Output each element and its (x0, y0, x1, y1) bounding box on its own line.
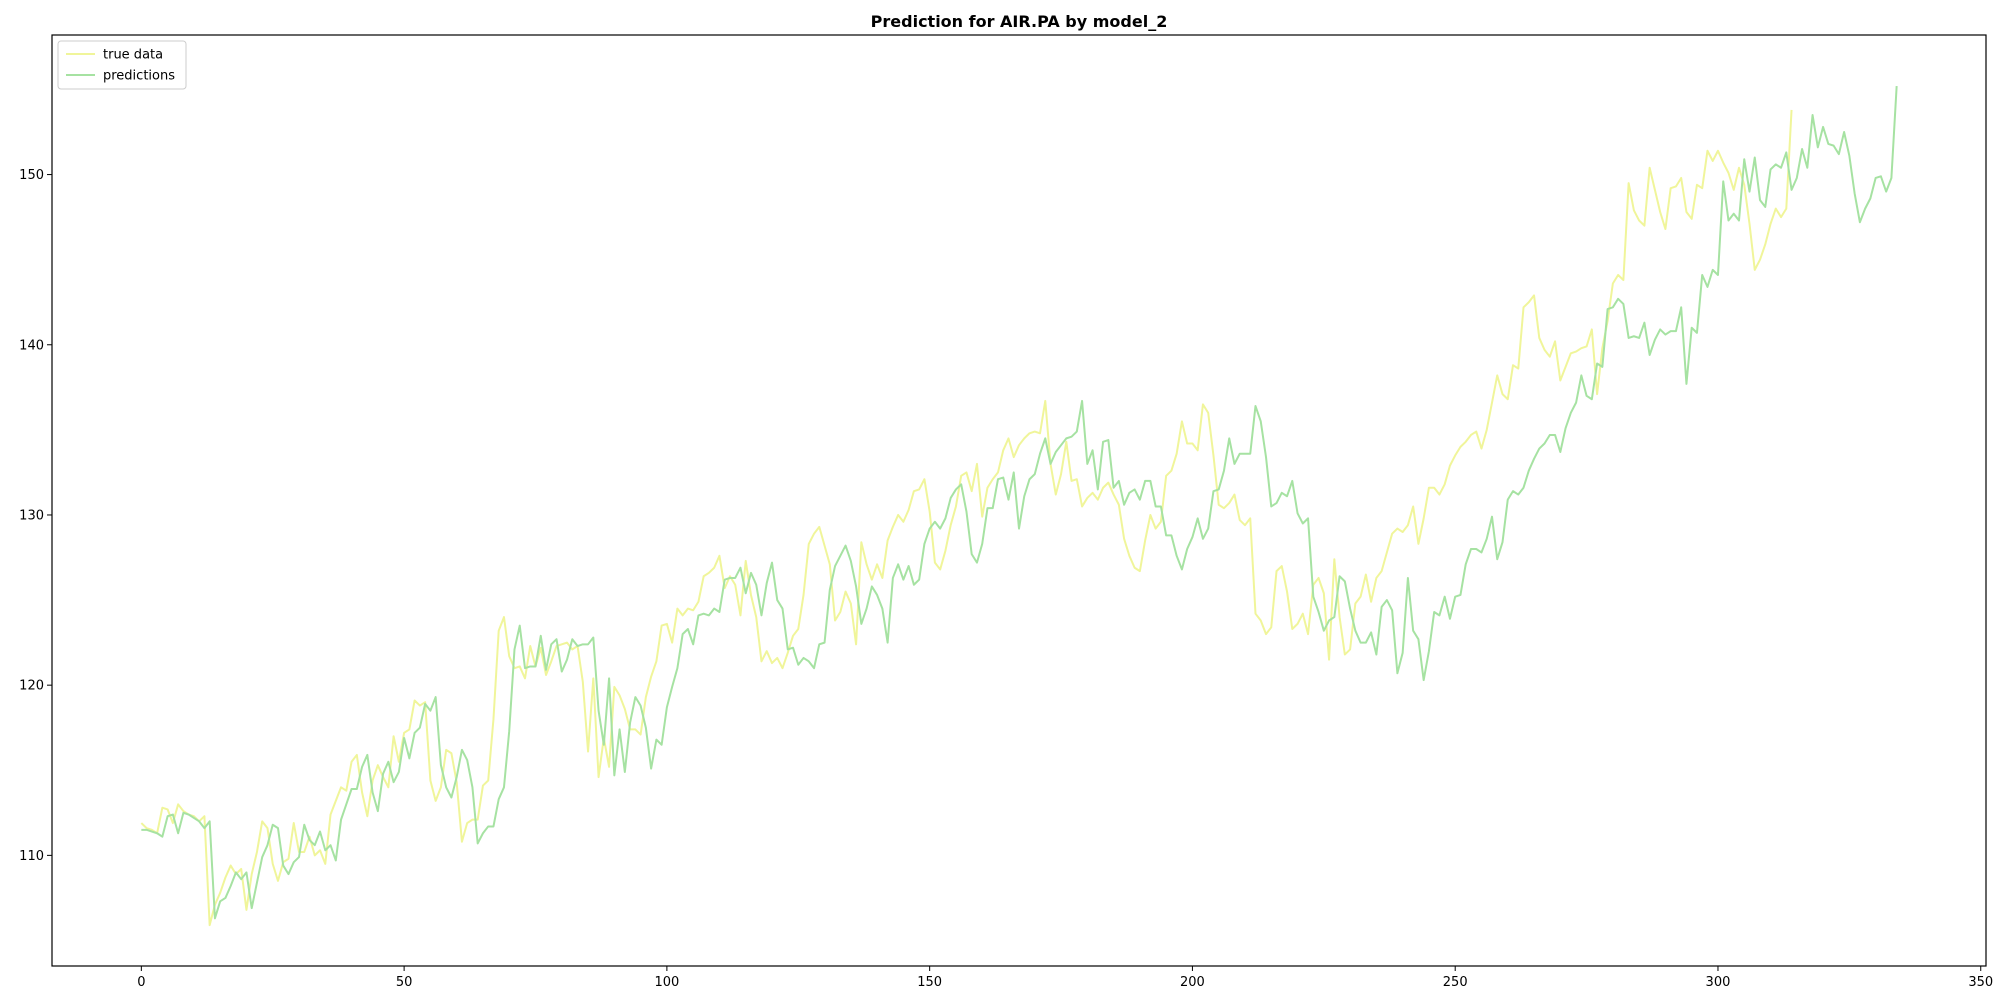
series-layer (140, 86, 1898, 927)
x-tick-label: 250 (1443, 975, 1468, 990)
x-tick-label: 100 (654, 975, 679, 990)
y-tick-label: 140 (19, 338, 44, 353)
y-tick-label: 120 (19, 679, 44, 694)
x-tick-label: 150 (917, 975, 942, 990)
legend: true data predictions (57, 40, 187, 90)
y-tick-label: 150 (19, 168, 44, 183)
series-line-predictions (141, 86, 1898, 920)
x-tick-label: 350 (1968, 975, 1993, 990)
y-tick-label: 110 (19, 849, 44, 864)
plot-background (52, 35, 1986, 966)
x-tick-label: 0 (137, 975, 145, 990)
legend-label-true-data: true data (103, 48, 163, 63)
x-tick-label: 200 (1180, 975, 1205, 990)
chart-title: Prediction for AIR.PA by model_2 (871, 12, 1168, 31)
axes-layer: 0 50 100 150 200 250 300 350 110 120 130 140 150 (19, 168, 1993, 990)
x-tick-label: 300 (1706, 975, 1731, 990)
plot-frame (51, 34, 1987, 967)
series-line-true-data (140, 109, 1793, 927)
legend-label-predictions: predictions (103, 69, 175, 84)
x-tick-label: 50 (396, 975, 413, 990)
y-tick-label: 130 (19, 508, 44, 523)
